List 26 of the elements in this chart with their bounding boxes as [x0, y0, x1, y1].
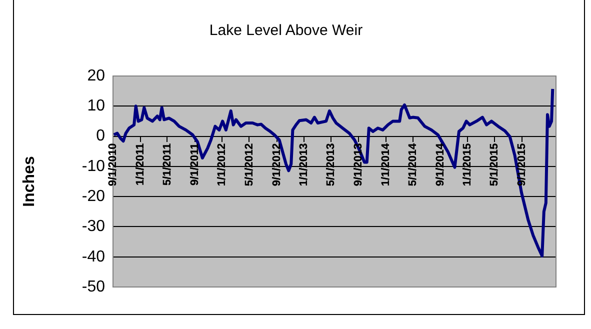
y-tick-label: -30: [82, 218, 106, 236]
y-tick-label: 20: [87, 67, 106, 84]
chart-title: Lake Level Above Weir: [209, 22, 363, 40]
x-tick-label: 5/1/2011: [161, 143, 174, 186]
x-tick-label: 5/1/2015: [488, 143, 501, 186]
x-tick-label: 1/1/2011: [134, 143, 146, 186]
y-tick-label: 10: [87, 98, 106, 115]
x-tick-label: 5/1/2014: [406, 142, 419, 186]
y-tick-label: -40: [82, 248, 106, 266]
x-tick-label: 9/1/2014: [434, 142, 446, 186]
x-tick-label: 9/1/2012: [270, 143, 283, 186]
y-tick-label: 0: [96, 128, 106, 145]
x-tick-label: 1/1/2013: [298, 143, 310, 186]
x-tick-label: 1/1/2014: [380, 142, 392, 186]
y-tick-label: -20: [82, 188, 106, 205]
x-tick-label: 1/1/2015: [462, 143, 474, 186]
x-tick-label: 1/1/2012: [216, 143, 228, 186]
x-tick-label: 5/1/2013: [325, 143, 338, 186]
x-tick-label: 9/1/2015: [516, 143, 528, 186]
x-tick-label: 9/1/2013: [352, 143, 365, 186]
y-tick-label: -10: [82, 158, 106, 175]
x-tick-label: 9/1/2010: [107, 143, 120, 186]
x-tick-label: 5/1/2012: [243, 143, 256, 186]
x-tick-label: 9/1/2011: [188, 143, 201, 186]
y-axis-title: Inches: [21, 156, 38, 207]
y-tick-label: -50: [82, 278, 106, 296]
